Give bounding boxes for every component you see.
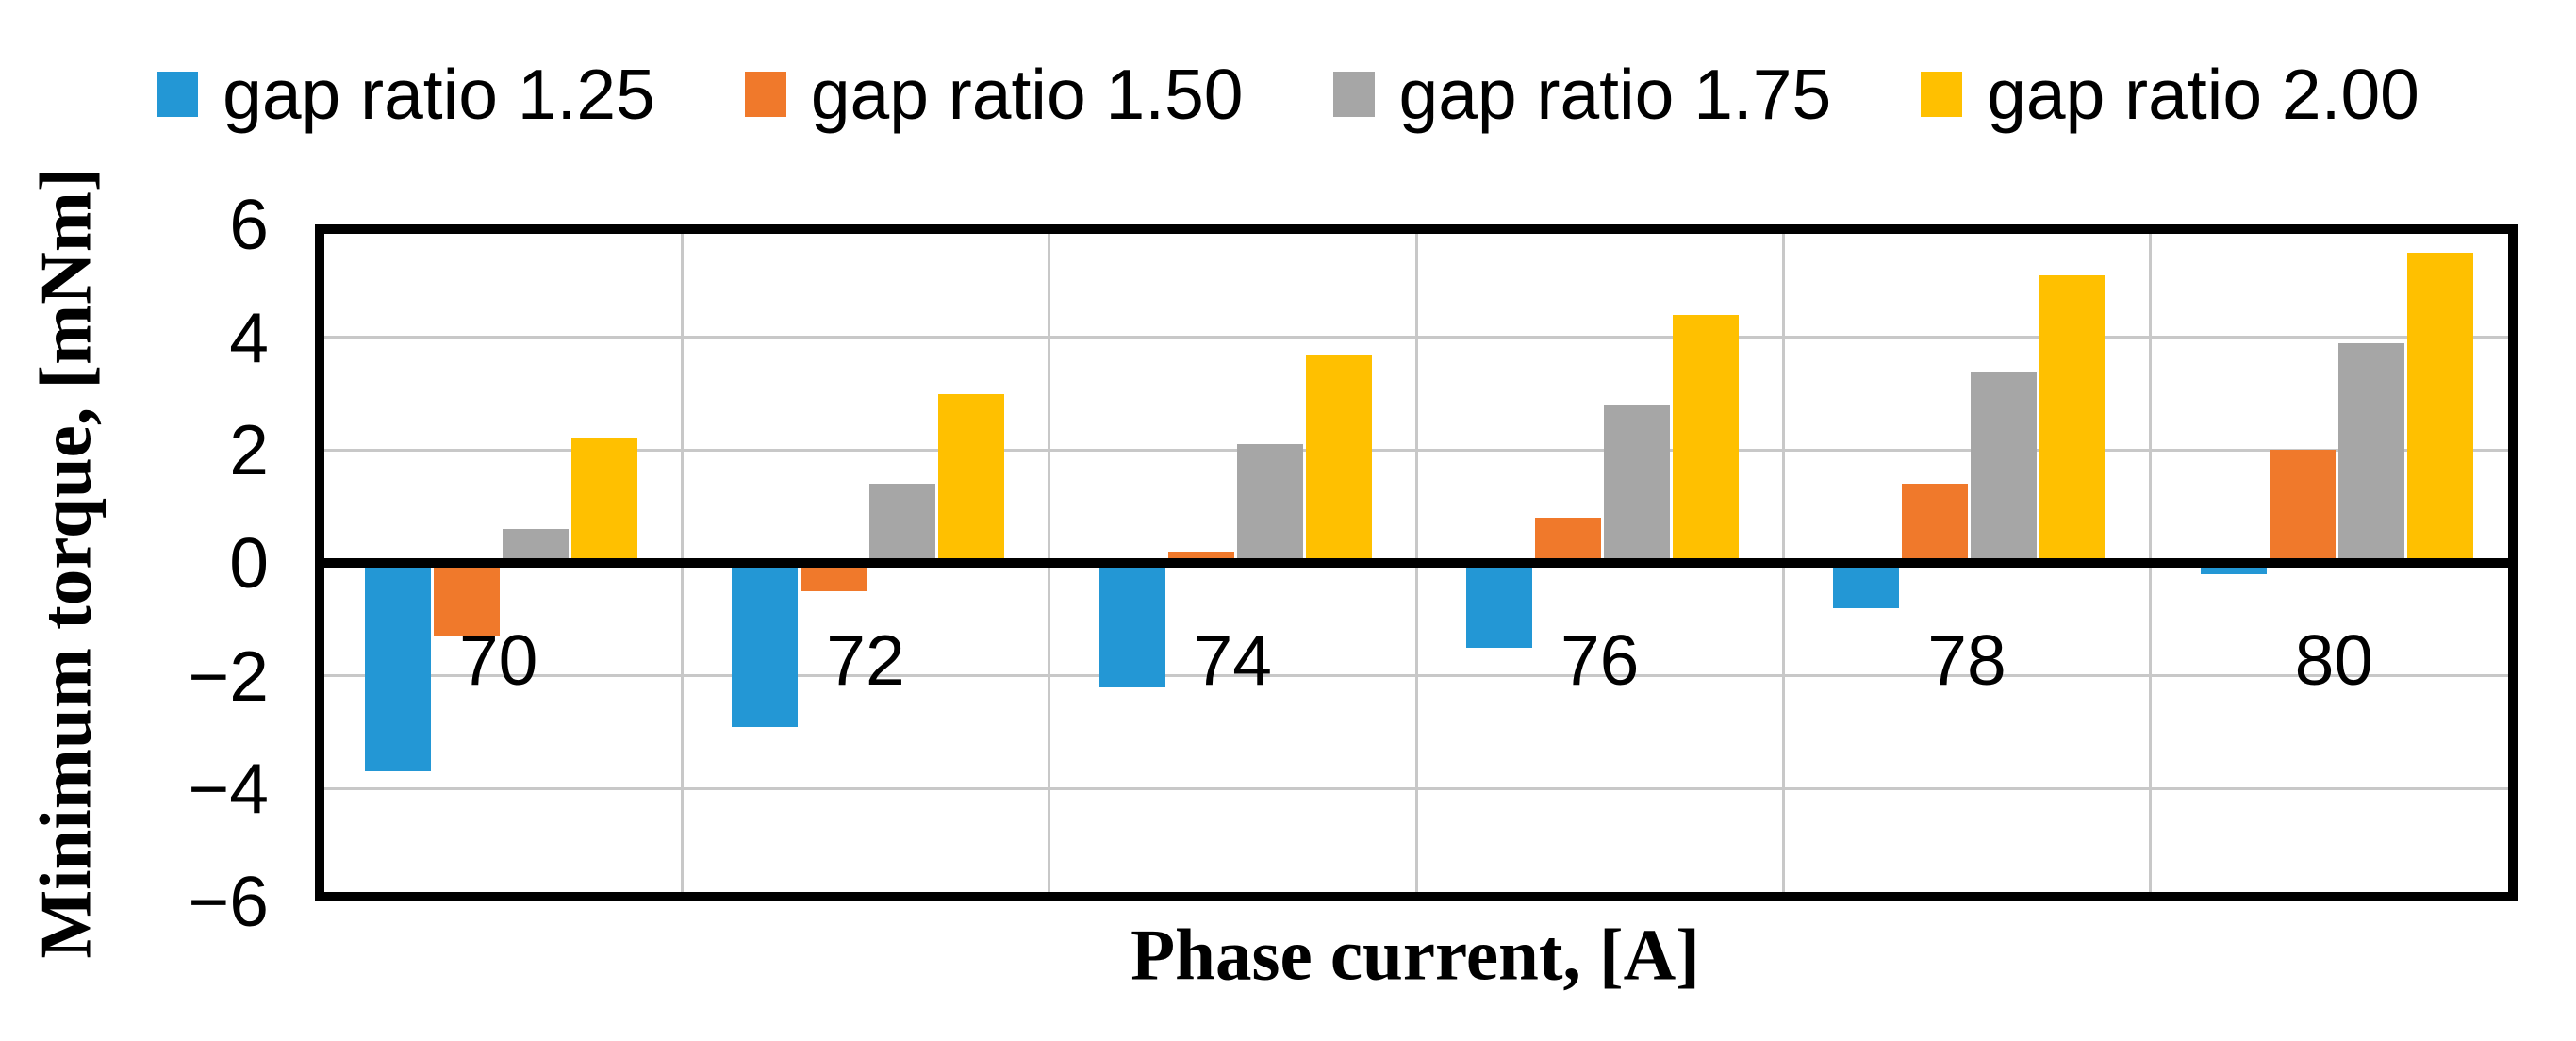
y-tick-label: −4 (188, 749, 269, 829)
bar-gap-ratio-1.25-at-70 (365, 563, 431, 772)
bar-gap-ratio-2.00-at-80 (2406, 252, 2473, 563)
x-category-label: 76 (1560, 620, 1640, 700)
y-tick-label: 0 (229, 523, 269, 603)
bar-gap-ratio-1.75-at-76 (1604, 405, 1670, 563)
bar-gap-ratio-1.50-at-74 (1167, 552, 1234, 563)
bar-gap-ratio-2.00-at-72 (938, 393, 1005, 563)
zero-axis-line (315, 558, 2518, 568)
legend-item: gap ratio 2.00 (1921, 54, 2419, 134)
x-axis-title: Phase current, [A] (1131, 914, 1700, 996)
y-tick-label: 4 (229, 297, 269, 377)
bar-gap-ratio-1.25-at-76 (1466, 563, 1532, 648)
bar-gap-ratio-1.50-at-80 (2269, 450, 2336, 563)
legend-swatch-icon (744, 72, 786, 117)
legend-item: gap ratio 1.50 (744, 54, 1244, 134)
bar-gap-ratio-1.50-at-78 (1902, 484, 1969, 563)
plot-area: 70 72 74 76 78 80 (315, 224, 2518, 901)
bar-gap-ratio-1.50-at-76 (1535, 518, 1601, 563)
legend-swatch-icon (157, 72, 199, 117)
legend-label: gap ratio 2.00 (1987, 54, 2419, 134)
bar-gap-ratio-2.00-at-78 (2039, 274, 2106, 563)
bar-gap-ratio-2.00-at-70 (571, 438, 637, 563)
legend-label: gap ratio 1.50 (810, 54, 1244, 134)
bar-gap-ratio-1.25-at-80 (2200, 563, 2267, 574)
x-category-label: 78 (1927, 620, 2006, 700)
bar-gap-ratio-1.75-at-74 (1236, 444, 1303, 563)
legend-label: gap ratio 1.25 (223, 54, 655, 134)
y-tick-label: −6 (188, 862, 269, 941)
chart-legend: gap ratio 1.25 gap ratio 1.50 gap ratio 1.… (0, 38, 2576, 151)
legend-item: gap ratio 1.75 (1332, 54, 1832, 134)
bar-gap-ratio-1.75-at-80 (2337, 342, 2404, 563)
bar-gap-ratio-1.75-at-72 (869, 484, 936, 563)
bar-gap-ratio-1.50-at-70 (434, 563, 500, 636)
x-category-label: 80 (2294, 620, 2374, 700)
bar-gap-ratio-1.75-at-78 (1971, 371, 2038, 563)
y-tick-label: −2 (188, 636, 269, 716)
y-tick-label: 6 (229, 185, 269, 264)
bar-gap-ratio-2.00-at-74 (1305, 354, 1372, 563)
legend-swatch-icon (1921, 72, 1963, 117)
x-category-label: 70 (458, 620, 538, 700)
x-category-label: 72 (826, 620, 905, 700)
legend-swatch-icon (1332, 72, 1375, 117)
bar-gap-ratio-1.25-at-74 (1098, 563, 1165, 687)
x-category-label: 74 (1193, 620, 1273, 700)
bar-gap-ratio-1.75-at-70 (503, 529, 569, 563)
legend-item: gap ratio 1.25 (157, 54, 655, 134)
bar-gap-ratio-2.00-at-76 (1673, 314, 1739, 563)
y-tick-label: 2 (229, 410, 269, 490)
bar-gap-ratio-1.25-at-78 (1833, 563, 1900, 608)
bar-gap-ratio-1.25-at-72 (732, 563, 799, 727)
legend-label: gap ratio 1.75 (1398, 54, 1832, 134)
